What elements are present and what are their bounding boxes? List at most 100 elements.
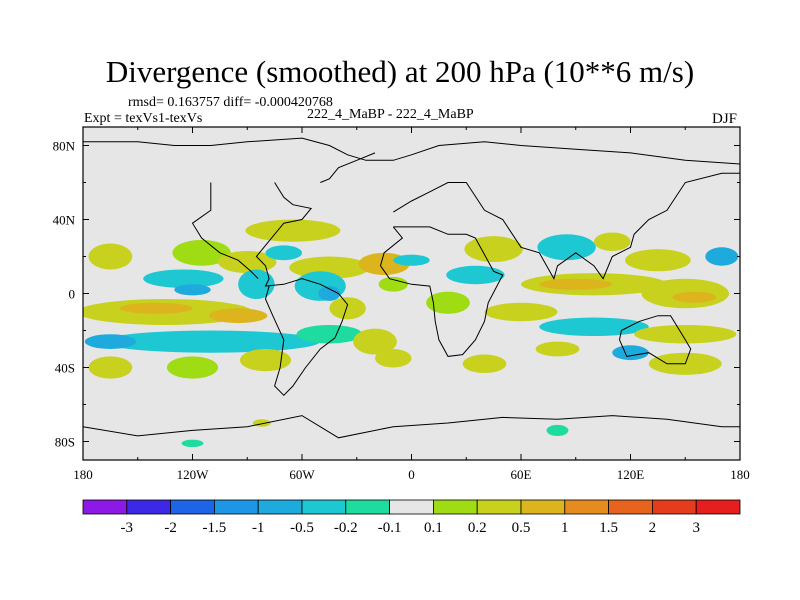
contour-region bbox=[208, 308, 268, 324]
contour-region bbox=[705, 247, 739, 266]
contour-region bbox=[181, 439, 204, 448]
y-tick-label: 80S bbox=[55, 435, 75, 450]
colorbar-label: 3 bbox=[692, 520, 700, 536]
experiment-label: Expt = texVs1-texVs bbox=[84, 111, 203, 126]
contour-region bbox=[143, 269, 224, 288]
colorbar-label: 1 bbox=[561, 520, 569, 536]
colorbar-label: 0.2 bbox=[468, 520, 487, 536]
contour-region bbox=[393, 254, 430, 266]
contour-region bbox=[166, 356, 219, 379]
colorbar-swatch bbox=[608, 499, 653, 515]
contour-region bbox=[464, 236, 523, 263]
colorbar-swatch bbox=[213, 499, 259, 515]
contour-region bbox=[426, 291, 470, 314]
contour-region bbox=[446, 265, 505, 285]
contour-region bbox=[88, 356, 133, 379]
contour-region bbox=[265, 245, 302, 261]
contour-region bbox=[353, 328, 397, 355]
colorbar-label: 0.5 bbox=[512, 520, 531, 536]
colorbar-label: -2 bbox=[164, 520, 177, 536]
contour-region bbox=[634, 324, 737, 344]
contour-region bbox=[462, 354, 507, 374]
y-tick-label: 40N bbox=[53, 213, 76, 228]
colorbar: -3 -2 -1.5 -1 -0.5 -0.2 -0.1 0.1 0.2 0.5 1 1.5 2 3 bbox=[82, 499, 741, 536]
contour-region bbox=[594, 232, 631, 251]
coastline bbox=[379, 226, 504, 357]
colorbar-swatch bbox=[257, 499, 303, 515]
colorbar-swatch bbox=[301, 499, 347, 515]
colorbar-label: -0.5 bbox=[290, 520, 314, 536]
colorbar-swatch bbox=[432, 499, 478, 515]
contour-region bbox=[218, 250, 277, 274]
colorbar-swatch bbox=[170, 499, 215, 515]
coastlines bbox=[83, 137, 740, 439]
colorbar-label: -3 bbox=[121, 520, 134, 536]
y-tick-label: 40S bbox=[55, 361, 75, 376]
x-tick-label: 120W bbox=[177, 467, 210, 482]
coastline bbox=[320, 152, 376, 183]
contour-region bbox=[296, 324, 363, 344]
contour-region bbox=[539, 317, 649, 337]
contour-region bbox=[375, 349, 412, 368]
colorbar-label: -1 bbox=[252, 520, 265, 536]
contour-region bbox=[537, 234, 596, 261]
colorbar-swatch bbox=[695, 499, 741, 515]
colorbar-swatch bbox=[82, 499, 128, 515]
colorbar-label: 1.5 bbox=[599, 520, 618, 536]
stats-text: rmsd= 0.163757 diff= -0.000420768 bbox=[128, 95, 333, 110]
colorbar-label: -1.5 bbox=[203, 520, 227, 536]
coastline bbox=[83, 137, 740, 165]
colorbar-label: -0.1 bbox=[378, 520, 402, 536]
colorbar-swatch bbox=[389, 499, 434, 515]
contour-regions bbox=[83, 219, 739, 448]
contour-region bbox=[84, 334, 136, 349]
colorbar-label: 0.1 bbox=[424, 520, 443, 536]
coastline bbox=[191, 182, 259, 280]
x-tick-label: 180 bbox=[73, 467, 93, 482]
contour-region bbox=[252, 419, 271, 427]
colorbar-swatch bbox=[564, 499, 609, 515]
axis-ticks: 180 120W 60W 0 60E 120E 180 80N 40N 0 40S 80S bbox=[53, 127, 750, 482]
season-label: DJF bbox=[712, 111, 738, 127]
colorbar-swatch bbox=[345, 499, 390, 515]
coastline bbox=[393, 172, 740, 280]
contour-region bbox=[101, 330, 321, 353]
coastline bbox=[83, 415, 740, 439]
contour-region bbox=[238, 269, 275, 300]
colorbar-swatch bbox=[476, 499, 522, 515]
contour-region bbox=[88, 243, 133, 270]
contour-region bbox=[612, 345, 649, 361]
contour-region bbox=[378, 276, 408, 292]
contour-region bbox=[329, 297, 366, 320]
contour-region bbox=[484, 302, 558, 322]
y-tick-label: 80N bbox=[53, 139, 76, 154]
case-label: 222_4_MaBP - 222_4_MaBP bbox=[307, 107, 474, 122]
plot-area bbox=[82, 126, 741, 461]
x-tick-label: 0 bbox=[408, 467, 415, 482]
contour-region bbox=[672, 291, 717, 303]
contour-region bbox=[535, 341, 580, 357]
colorbar-label: 2 bbox=[649, 520, 657, 536]
contour-region bbox=[245, 219, 341, 242]
y-tick-label: 0 bbox=[69, 287, 76, 302]
contour-region bbox=[119, 302, 193, 314]
contour-region bbox=[239, 349, 292, 372]
colorbar-swatch bbox=[126, 499, 172, 515]
contour-region bbox=[546, 424, 569, 436]
contour-region bbox=[174, 284, 211, 296]
coastline bbox=[255, 182, 349, 397]
contour-region bbox=[318, 286, 341, 301]
x-tick-label: 60E bbox=[511, 467, 532, 482]
x-tick-label: 180 bbox=[730, 467, 750, 482]
x-tick-label: 60W bbox=[289, 467, 315, 482]
contour-region bbox=[539, 278, 613, 290]
contour-region bbox=[172, 239, 231, 266]
chart-title: Divergence (smoothed) at 200 hPa (10**6 … bbox=[105, 54, 695, 89]
colorbar-label: -0.2 bbox=[334, 520, 358, 536]
colorbar-swatch bbox=[520, 499, 566, 515]
contour-region bbox=[625, 249, 691, 272]
coastline bbox=[618, 315, 692, 365]
x-tick-label: 120E bbox=[617, 467, 645, 482]
colorbar-swatch bbox=[652, 499, 697, 515]
